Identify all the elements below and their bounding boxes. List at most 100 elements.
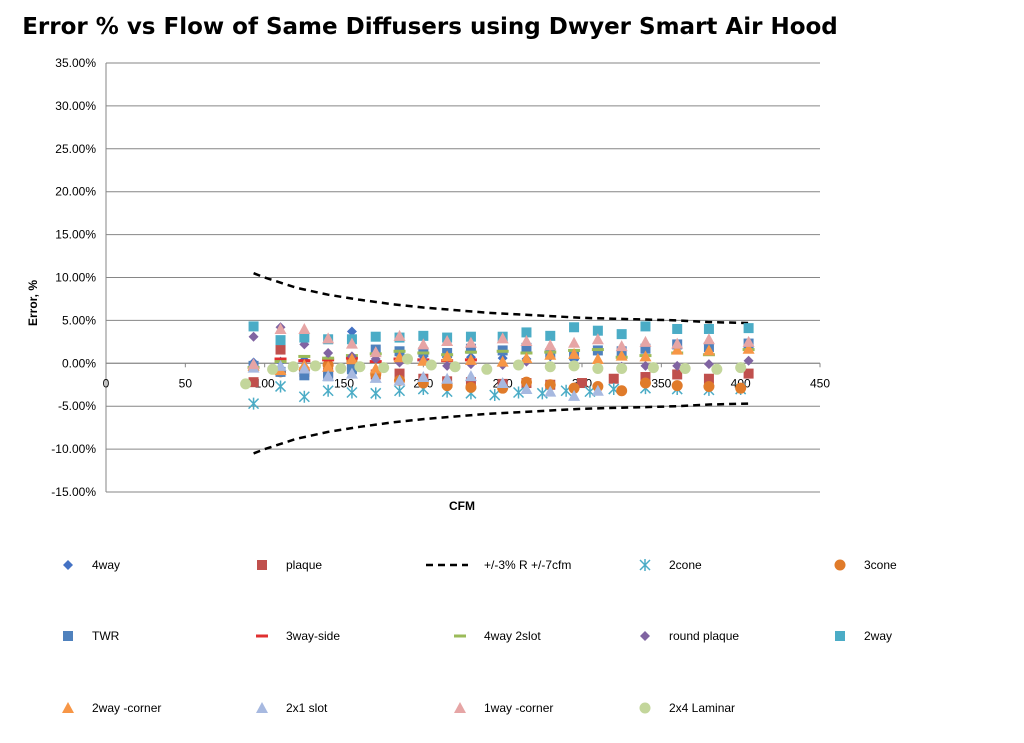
legend-swatch [834, 559, 846, 571]
data-point [647, 362, 659, 374]
legend-swatch [835, 631, 845, 641]
data-point [248, 397, 260, 410]
data-point [275, 380, 287, 393]
data-point [592, 362, 604, 374]
legend-label: plaque [286, 558, 322, 572]
data-point [520, 334, 533, 346]
data-point [322, 332, 335, 344]
x-tick-label: 100 [255, 376, 275, 390]
legend-item: 4way [63, 558, 120, 572]
data-point [275, 344, 286, 355]
y-tick-label: -10.00% [51, 442, 96, 456]
data-point [568, 360, 580, 372]
data-point [496, 355, 509, 367]
data-point [568, 336, 581, 348]
data-point [639, 350, 652, 362]
data-point [345, 353, 358, 365]
data-point [742, 342, 755, 354]
legend-item: 4way 2slot [454, 629, 541, 643]
x-tick-label: 0 [103, 376, 110, 390]
data-point [616, 362, 628, 374]
data-point [465, 343, 476, 354]
y-tick-label: 0.00% [62, 356, 96, 370]
series-line [253, 402, 749, 455]
legend-item: 2x4 Laminar [639, 701, 735, 715]
legend-label: 4way 2slot [484, 629, 541, 643]
legend-swatch [63, 560, 73, 570]
chart-title: Error % vs Flow of Same Diffusers using … [22, 14, 838, 40]
legend-swatch [62, 702, 74, 713]
legend-item: 2way [835, 629, 892, 643]
data-point [577, 378, 587, 389]
y-tick-label: 25.00% [55, 142, 96, 156]
x-tick-label: 450 [810, 376, 830, 390]
data-point [703, 323, 714, 334]
data-point [615, 340, 628, 352]
data-point [441, 334, 454, 346]
data-point [248, 321, 259, 332]
data-point [464, 370, 477, 382]
y-tick-label: -15.00% [51, 485, 96, 499]
data-point [287, 361, 299, 373]
data-point [545, 330, 556, 341]
y-tick-label: 10.00% [55, 271, 96, 285]
data-point [568, 347, 581, 359]
legend-swatch [257, 560, 267, 570]
data-point [521, 327, 532, 338]
data-point [703, 359, 714, 370]
data-point [711, 363, 723, 375]
data-point [544, 339, 557, 351]
data-point [743, 368, 754, 379]
legend-swatch [639, 702, 651, 714]
x-tick-label: 350 [651, 376, 671, 390]
tick-labels: -15.00% -10.00% -5.00% 0.00% 5.00% 10.00% 15.0… [51, 56, 830, 499]
legend-swatch [640, 631, 650, 641]
series-2 [253, 272, 749, 325]
data-point [240, 378, 252, 390]
data-point [608, 373, 619, 384]
data-point [544, 361, 556, 373]
data-point [322, 370, 335, 382]
data-point [702, 333, 715, 345]
data-point [369, 346, 382, 358]
x-axis-title: CFM [449, 499, 475, 513]
data-point [441, 350, 454, 362]
data-point [442, 360, 453, 371]
data-point [464, 353, 477, 365]
data-point [323, 348, 334, 359]
series-14 [240, 353, 747, 390]
legend-item: 1way -corner [454, 701, 553, 715]
data-point [513, 359, 525, 371]
data-point [640, 343, 651, 354]
series-line [253, 272, 749, 325]
legend-swatch [256, 702, 268, 713]
data-point [465, 331, 476, 342]
data-point [345, 367, 358, 379]
legend-label: +/-3% R +/-7cfm [484, 558, 571, 572]
data-point [464, 336, 477, 348]
data-point [591, 384, 604, 396]
data-point [465, 381, 477, 393]
legend-swatch [454, 702, 466, 713]
gridlines [106, 62, 820, 493]
series-3 [253, 402, 749, 455]
data-point [369, 371, 382, 383]
data-point [592, 325, 603, 336]
legend-item: 3cone [834, 558, 897, 572]
data-point [267, 363, 279, 375]
data-point [671, 337, 684, 349]
data-point [378, 362, 390, 374]
series-11 [247, 342, 755, 376]
data-point [640, 372, 651, 383]
data-point [274, 322, 287, 334]
data-point [298, 322, 311, 334]
data-point [544, 385, 557, 397]
data-point [671, 380, 683, 392]
data-point [735, 382, 747, 394]
data-point [370, 387, 382, 400]
data-point [489, 389, 501, 402]
data-point [247, 358, 260, 370]
legend-label: TWR [92, 629, 120, 643]
data-point [449, 361, 461, 373]
legend-label: 3cone [864, 558, 897, 572]
